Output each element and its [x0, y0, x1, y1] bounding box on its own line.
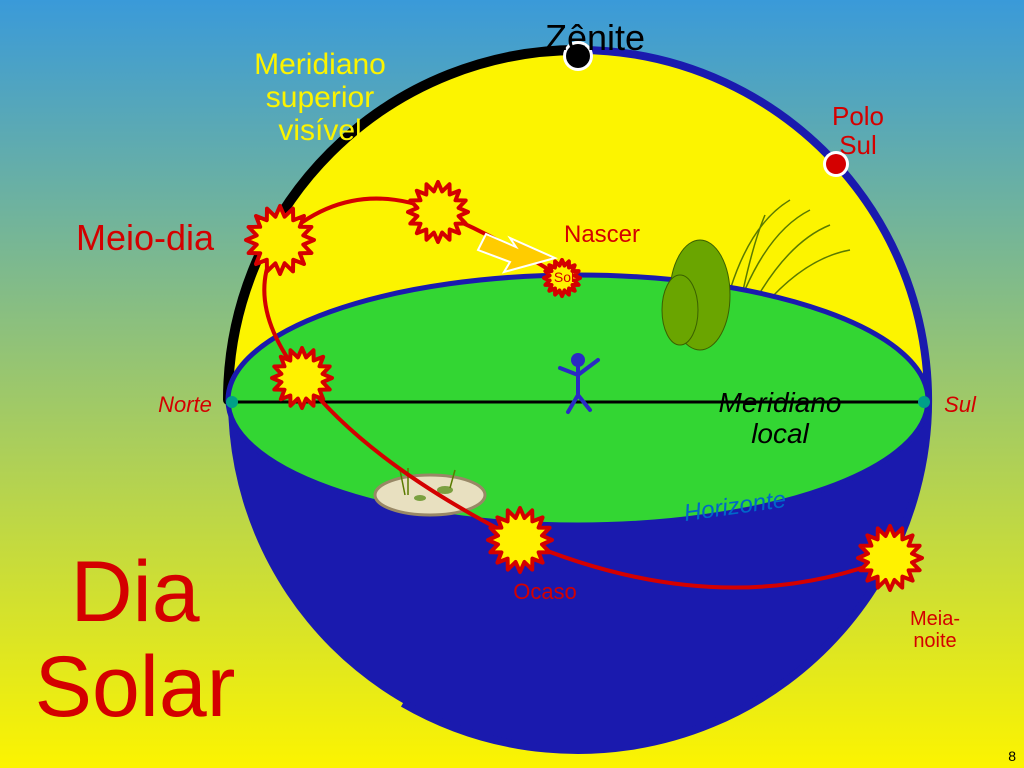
- zenite-label: Zênite: [545, 18, 645, 58]
- meridiano-local-label: Meridiano local: [719, 388, 842, 450]
- meia-noite-label: Meia-noite: [891, 608, 980, 652]
- sol-label: Sol: [554, 270, 574, 285]
- ocaso-label: Ocaso: [513, 580, 577, 604]
- polo-sul-label: Polo Sul: [832, 102, 884, 159]
- sul-dot: [918, 396, 930, 408]
- meio-dia-label: Meio-dia: [76, 218, 214, 258]
- page-number: 8: [1008, 748, 1016, 764]
- norte-dot: [226, 396, 238, 408]
- diagram-title: Dia Solar: [35, 545, 236, 734]
- norte-label: Norte: [158, 393, 212, 417]
- sul-label: Sul: [944, 393, 976, 417]
- nascer-label: Nascer: [564, 222, 640, 248]
- meridiano-superior-label: Meridiano superior visível: [254, 48, 386, 147]
